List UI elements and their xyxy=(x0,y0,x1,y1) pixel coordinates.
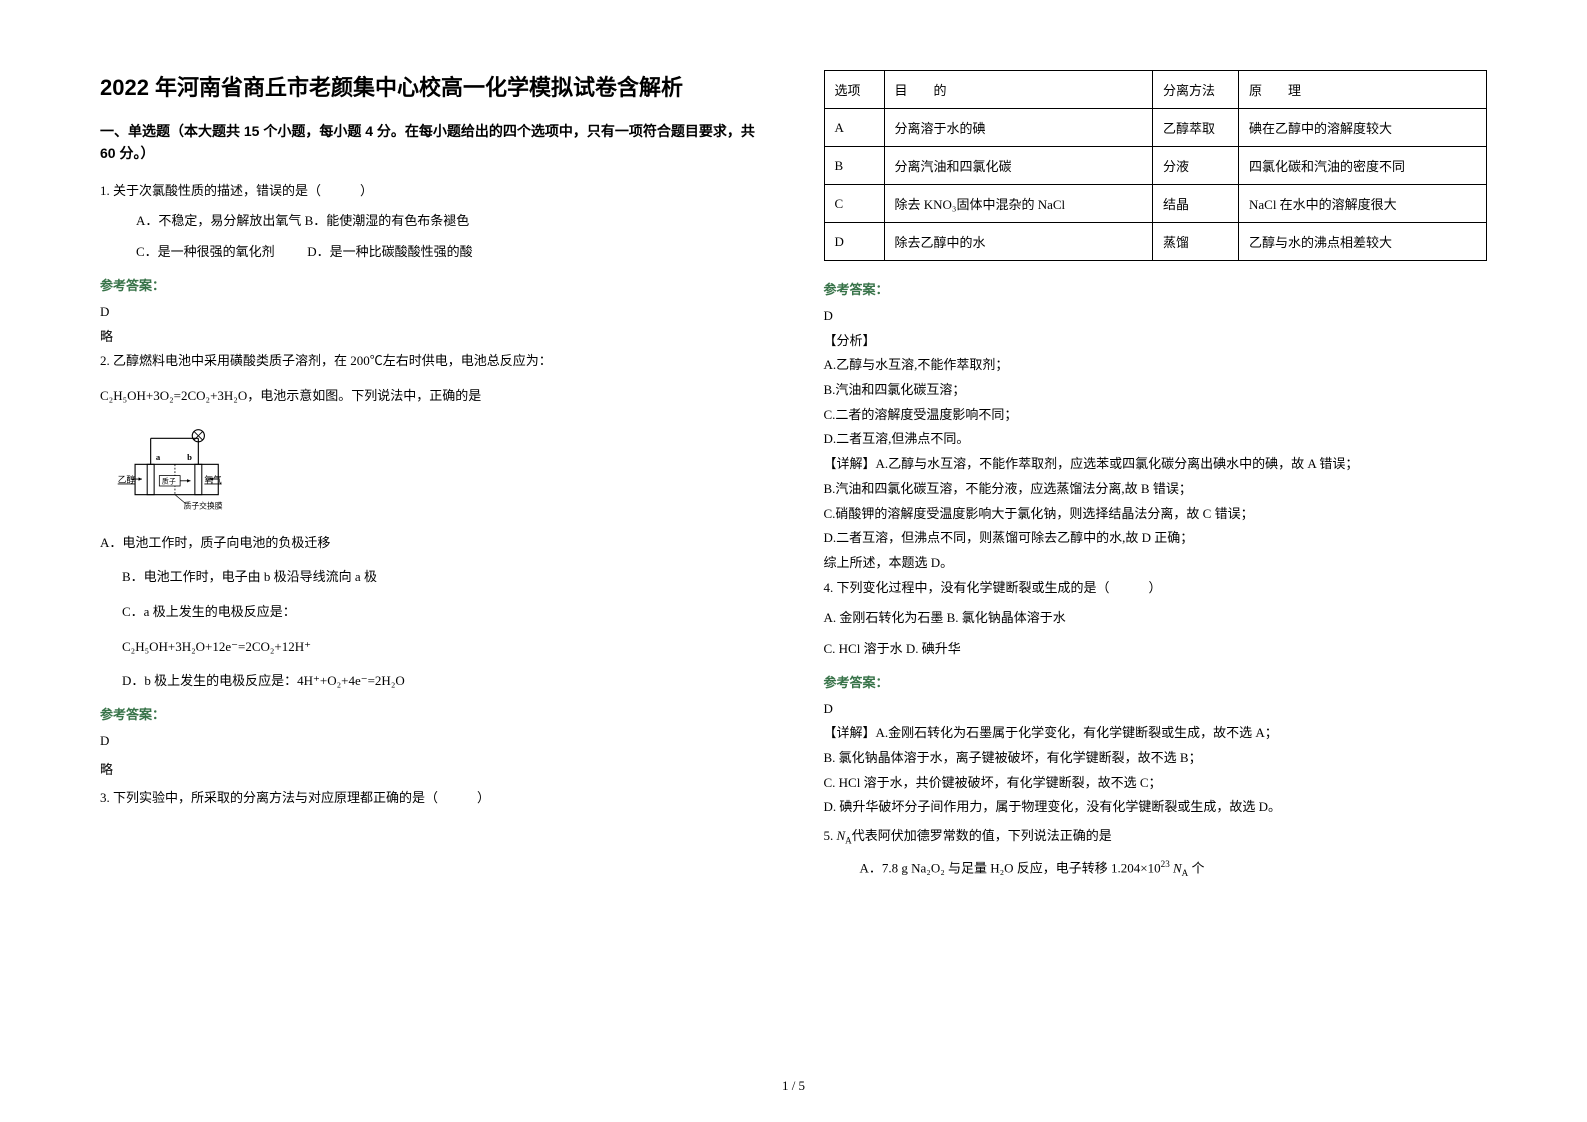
q1-opt-a: A．不稳定，易分解放出氧气 xyxy=(136,213,301,228)
q1-stem: 1. 关于次氯酸性质的描述，错误的是（ ） xyxy=(100,179,764,204)
q1-answer-note: 略 xyxy=(100,325,764,350)
q1-opt-d: D．是一种比碳酸酸性强的酸 xyxy=(307,244,472,259)
q4-opt-d: D. 碘升华 xyxy=(906,641,961,656)
q5-prefix: 5. xyxy=(824,828,837,843)
q5-a-tail: 个 xyxy=(1188,860,1204,875)
q2-stem2: C₂H₅OH+3O₂=2CO₂+3H₂O，电池示意如图。下列说法中，正确的是 xyxy=(100,384,764,409)
page-title: 2022 年河南省商丘市老颜集中心校高一化学模拟试卷含解析 xyxy=(100,70,764,102)
q3-answer: D xyxy=(824,304,1488,329)
q4-d3: C. HCl 溶于水，共价键被破坏，有化学键断裂，故不选 C； xyxy=(824,771,1488,796)
q4-detail-label: 【详解】 xyxy=(824,725,876,740)
q4-opt-c: C. HCl 溶于水 xyxy=(824,641,903,656)
diagram-label-a: a xyxy=(156,452,161,462)
q1-options-row1: A．不稳定，易分解放出氧气 B．能使潮湿的有色布条褪色 xyxy=(100,209,764,234)
q4-opt-a: A. 金刚石转化为石墨 xyxy=(824,610,944,625)
table-row: C 除去 KNO₃固体中混杂的 NaCl 结晶 NaCl 在水中的溶解度很大 xyxy=(824,185,1487,223)
q3-d2: B.汽油和四氯化碳互溶，不能分液，应选蒸馏法分离,故 B 错误； xyxy=(824,477,1488,502)
q2-opt-d: D．b 极上发生的电极反应是：4H⁺+O₂+4e⁻=2H₂O xyxy=(100,669,764,694)
q5-N: N xyxy=(837,828,846,843)
q1-answer: D xyxy=(100,300,764,325)
q5-rest: 代表阿伏加德罗常数的值，下列说法正确的是 xyxy=(852,828,1112,843)
q4-detail: 【详解】A.金刚石转化为石墨属于化学变化，有化学键断裂或生成，故不选 A； xyxy=(824,721,1488,746)
q5-a-N: N xyxy=(1170,860,1182,875)
q2-opt-a: A．电池工作时，质子向电池的负极迁移 xyxy=(100,531,764,556)
q2-opt-c: C．a 极上发生的电极反应是： xyxy=(100,600,764,625)
q3-stem: 3. 下列实验中，所采取的分离方法与对应原理都正确的是（ ） xyxy=(100,786,764,811)
table-row: B 分离汽油和四氯化碳 分液 四氯化碳和汽油的密度不同 xyxy=(824,147,1487,185)
page-number: 1 / 5 xyxy=(0,1078,1587,1094)
th-method: 分离方法 xyxy=(1152,71,1238,109)
q4-d1: A.金刚石转化为石墨属于化学变化，有化学键断裂或生成，故不选 A； xyxy=(876,725,1278,740)
diagram-membrane: 质子交换膜 xyxy=(184,500,223,510)
q4-d4: D. 碘升华破坏分子间作用力，属于物理变化，没有化学键断裂或生成，故选 D。 xyxy=(824,795,1488,820)
table-row: D 除去乙醇中的水 蒸馏 乙醇与水的沸点相差较大 xyxy=(824,223,1487,261)
q2-answer-label: 参考答案： xyxy=(100,704,764,723)
q1-opt-c: C．是一种很强的氧化剂 xyxy=(136,244,275,259)
q4-stem: 4. 下列变化过程中，没有化学键断裂或生成的是（ ） xyxy=(824,576,1488,601)
q4-d2: B. 氯化钠晶体溶于水，离子键被破坏，有化学键断裂，故不选 B； xyxy=(824,746,1488,771)
section-1-heading: 一、单选题（本大题共 15 个小题，每小题 4 分。在每小题给出的四个选项中，只… xyxy=(100,120,764,165)
q3-d1: A.乙醇与水互溶，不能作萃取剂，应选苯或四氯化碳分离出碘水中的碘，故 A 错误； xyxy=(876,456,1359,471)
fuel-cell-diagram: a b 乙醇 氧气 质子 质子交换膜 xyxy=(116,423,246,523)
q4-row2: C. HCl 溶于水 D. 碘升华 xyxy=(824,637,1488,662)
th-principle: 原 理 xyxy=(1238,71,1486,109)
q3-detail-label: 【详解】 xyxy=(824,456,876,471)
q5-a-pre: A．7.8 g Na₂O₂ 与足量 H₂O 反应，电子转移 1.204×10 xyxy=(860,860,1161,875)
q2-answer: D xyxy=(100,729,764,754)
q3-conclusion: 综上所述，本题选 D。 xyxy=(824,551,1488,576)
table-row: A 分离溶于水的碘 乙醇萃取 碘在乙醇中的溶解度较大 xyxy=(824,109,1487,147)
q3-table: 选项 目 的 分离方法 原 理 A 分离溶于水的碘 乙醇萃取 碘在乙醇中的溶解度… xyxy=(824,70,1488,261)
q3-a4: D.二者互溶,但沸点不同。 xyxy=(824,427,1488,452)
q5-opt-a: A．7.8 g Na₂O₂ 与足量 H₂O 反应，电子转移 1.204×1023… xyxy=(824,856,1488,882)
diagram-proton: 质子 xyxy=(162,476,176,485)
q4-row1: A. 金刚石转化为石墨 B. 氯化钠晶体溶于水 xyxy=(824,606,1488,631)
q2-opt-c-eq: C₂H₅OH+3H₂O+12e⁻=2CO₂+12H⁺ xyxy=(100,635,764,660)
q3-d4: D.二者互溶，但沸点不同，则蒸馏可除去乙醇中的水,故 D 正确； xyxy=(824,526,1488,551)
q3-answer-label: 参考答案： xyxy=(824,279,1488,298)
q1-options-row2: C．是一种很强的氧化剂 D．是一种比碳酸酸性强的酸 xyxy=(100,240,764,265)
q5-A: A xyxy=(845,836,852,846)
q3-a2: B.汽油和四氯化碳互溶； xyxy=(824,378,1488,403)
q3-d3: C.硝酸钾的溶解度受温度影响大于氯化钠，则选择结晶法分离，故 C 错误； xyxy=(824,502,1488,527)
q3-analysis-label: 【分析】 xyxy=(824,329,1488,354)
q4-opt-b: B. 氯化钠晶体溶于水 xyxy=(947,610,1066,625)
q3-a3: C.二者的溶解度受温度影响不同； xyxy=(824,403,1488,428)
q3-a1: A.乙醇与水互溶,不能作萃取剂； xyxy=(824,353,1488,378)
q5-a-exp: 23 xyxy=(1161,859,1170,869)
table-row: 选项 目 的 分离方法 原 理 xyxy=(824,71,1487,109)
q5-stem: 5. NA代表阿伏加德罗常数的值，下列说法正确的是 xyxy=(824,824,1488,850)
q1-answer-label: 参考答案： xyxy=(100,275,764,294)
q4-answer: D xyxy=(824,697,1488,722)
q2-opt-b: B．电池工作时，电子由 b 极沿导线流向 a 极 xyxy=(100,565,764,590)
th-option: 选项 xyxy=(824,71,884,109)
q1-opt-b: B．能使潮湿的有色布条褪色 xyxy=(305,213,470,228)
q2-answer-note: 略 xyxy=(100,758,764,783)
q2-stem1: 2. 乙醇燃料电池中采用磺酸类质子溶剂，在 200℃左右时供电，电池总反应为： xyxy=(100,349,764,374)
diagram-label-b: b xyxy=(187,452,192,462)
q4-answer-label: 参考答案： xyxy=(824,672,1488,691)
th-purpose: 目 的 xyxy=(884,71,1152,109)
q3-detail: 【详解】A.乙醇与水互溶，不能作萃取剂，应选苯或四氯化碳分离出碘水中的碘，故 A… xyxy=(824,452,1488,477)
